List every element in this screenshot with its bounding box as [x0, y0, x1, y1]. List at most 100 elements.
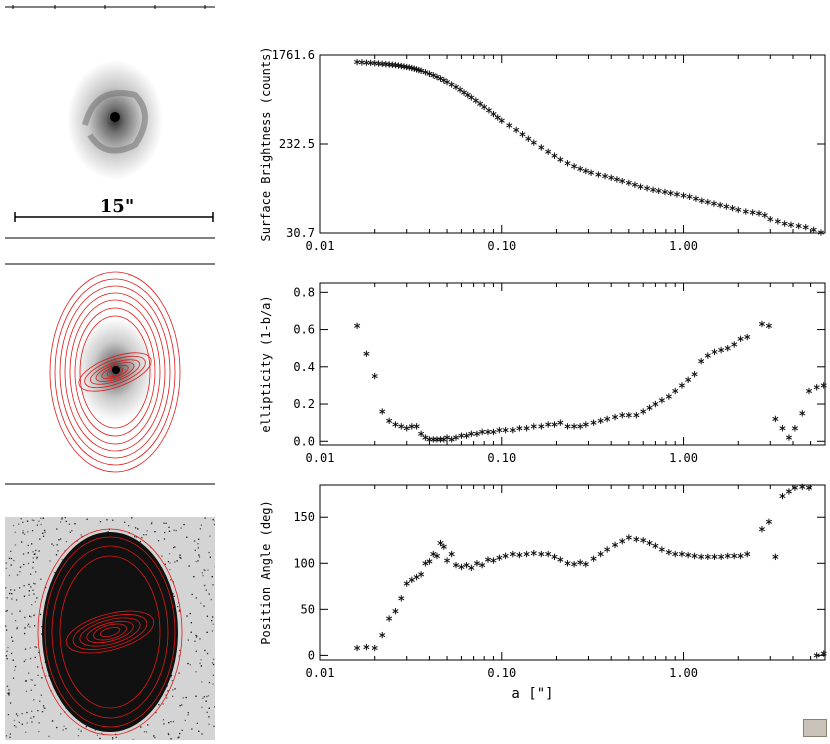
data-point	[725, 345, 731, 351]
data-point	[558, 556, 564, 562]
data-point	[386, 418, 392, 424]
data-point	[756, 210, 762, 216]
data-point	[744, 551, 750, 557]
y-tick-label: 232.5	[279, 137, 315, 151]
data-point	[626, 412, 632, 418]
data-point	[545, 149, 551, 155]
x-tick-label: 0.01	[306, 239, 335, 253]
data-point	[459, 432, 465, 438]
data-point	[552, 554, 558, 560]
x-tick-label: 1.00	[669, 451, 698, 465]
data-point	[591, 555, 597, 561]
data-point	[565, 560, 571, 566]
data-point	[393, 421, 399, 427]
isophote-image	[5, 262, 215, 487]
data-point	[524, 551, 530, 557]
data-point	[650, 187, 656, 193]
data-point	[596, 171, 602, 177]
data-point	[354, 59, 360, 65]
y-tick-label: 0.6	[293, 323, 315, 337]
data-point	[738, 553, 744, 559]
data-point	[497, 555, 503, 561]
data-point	[666, 393, 672, 399]
data-point	[712, 349, 718, 355]
data-point	[659, 546, 665, 552]
data-point	[491, 557, 497, 563]
data-point	[699, 198, 705, 204]
data-point	[687, 194, 693, 200]
data-point	[464, 562, 470, 568]
data-point	[796, 223, 802, 229]
data-point	[766, 323, 772, 329]
data-point	[666, 549, 672, 555]
data-point	[398, 595, 404, 601]
data-point	[612, 414, 618, 420]
data-point	[531, 423, 537, 429]
data-point	[427, 436, 433, 442]
data-point	[571, 561, 577, 567]
data-point	[767, 216, 773, 222]
data-point	[698, 358, 704, 364]
data-point	[786, 434, 792, 440]
y-tick-label: 1761.6	[272, 48, 315, 62]
y-tick-label: 0.8	[293, 285, 315, 299]
x-tick-label: 0.01	[306, 666, 335, 680]
data-point	[524, 425, 530, 431]
y-tick-label: 0.4	[293, 360, 315, 374]
galaxy-body	[42, 532, 178, 732]
data-point	[588, 170, 594, 176]
data-point	[672, 388, 678, 394]
data-point	[459, 564, 465, 570]
scale-bar-label: 15"	[100, 196, 134, 217]
data-point	[647, 540, 653, 546]
galaxy-nucleus	[110, 112, 120, 122]
data-point	[640, 408, 646, 414]
data-point	[653, 401, 659, 407]
data-point	[766, 519, 772, 525]
data-point	[775, 218, 781, 224]
data-point	[612, 542, 618, 548]
data-point	[759, 321, 765, 327]
x-tick-label: 0.10	[487, 666, 516, 680]
plot-frame	[320, 485, 825, 660]
data-point	[750, 209, 756, 215]
data-point	[668, 190, 674, 196]
data-point	[510, 427, 516, 433]
y-tick-label: 0.2	[293, 397, 315, 411]
data-point	[485, 429, 491, 435]
data-point	[474, 560, 480, 566]
data-point	[644, 185, 650, 191]
data-point	[444, 557, 450, 563]
data-point	[368, 60, 374, 66]
data-point	[364, 351, 370, 357]
x-tick-label: 1.00	[669, 239, 698, 253]
y-tick-label: 150	[293, 510, 315, 524]
data-point	[583, 561, 589, 567]
data-point	[718, 347, 724, 353]
data-point	[731, 553, 737, 559]
data-point	[517, 552, 523, 558]
data-point	[577, 166, 583, 172]
data-point	[441, 544, 447, 550]
data-point	[372, 645, 378, 651]
data-point	[619, 412, 625, 418]
data-point	[364, 644, 370, 650]
data-point	[744, 334, 750, 340]
data-point	[685, 552, 691, 558]
data-point	[379, 408, 385, 414]
data-point	[800, 410, 806, 416]
data-point	[354, 645, 360, 651]
isophote-fit-panel	[5, 262, 215, 487]
data-point	[464, 432, 470, 438]
data-point	[632, 182, 638, 188]
data-point	[469, 431, 475, 437]
data-point	[376, 60, 382, 66]
data-point	[792, 425, 798, 431]
data-point	[531, 550, 537, 556]
data-point	[479, 429, 485, 435]
y-axis-label: ellipticity (1-b/a)	[259, 295, 273, 432]
residual-panel	[5, 517, 215, 740]
data-point	[398, 423, 404, 429]
data-point	[414, 423, 420, 429]
